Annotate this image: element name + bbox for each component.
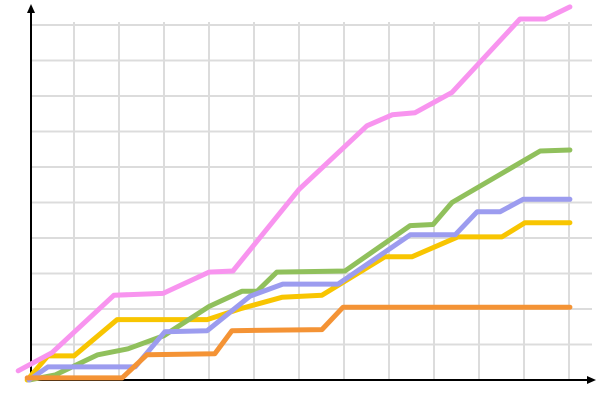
data-series — [15, 4, 573, 383]
grid-lines — [31, 22, 592, 380]
series-violet — [15, 4, 573, 374]
series-gold — [24, 220, 573, 383]
series-orange — [24, 304, 573, 381]
y-axis-arrowhead-icon — [27, 4, 35, 13]
x-axis-arrowhead-icon — [587, 376, 596, 384]
